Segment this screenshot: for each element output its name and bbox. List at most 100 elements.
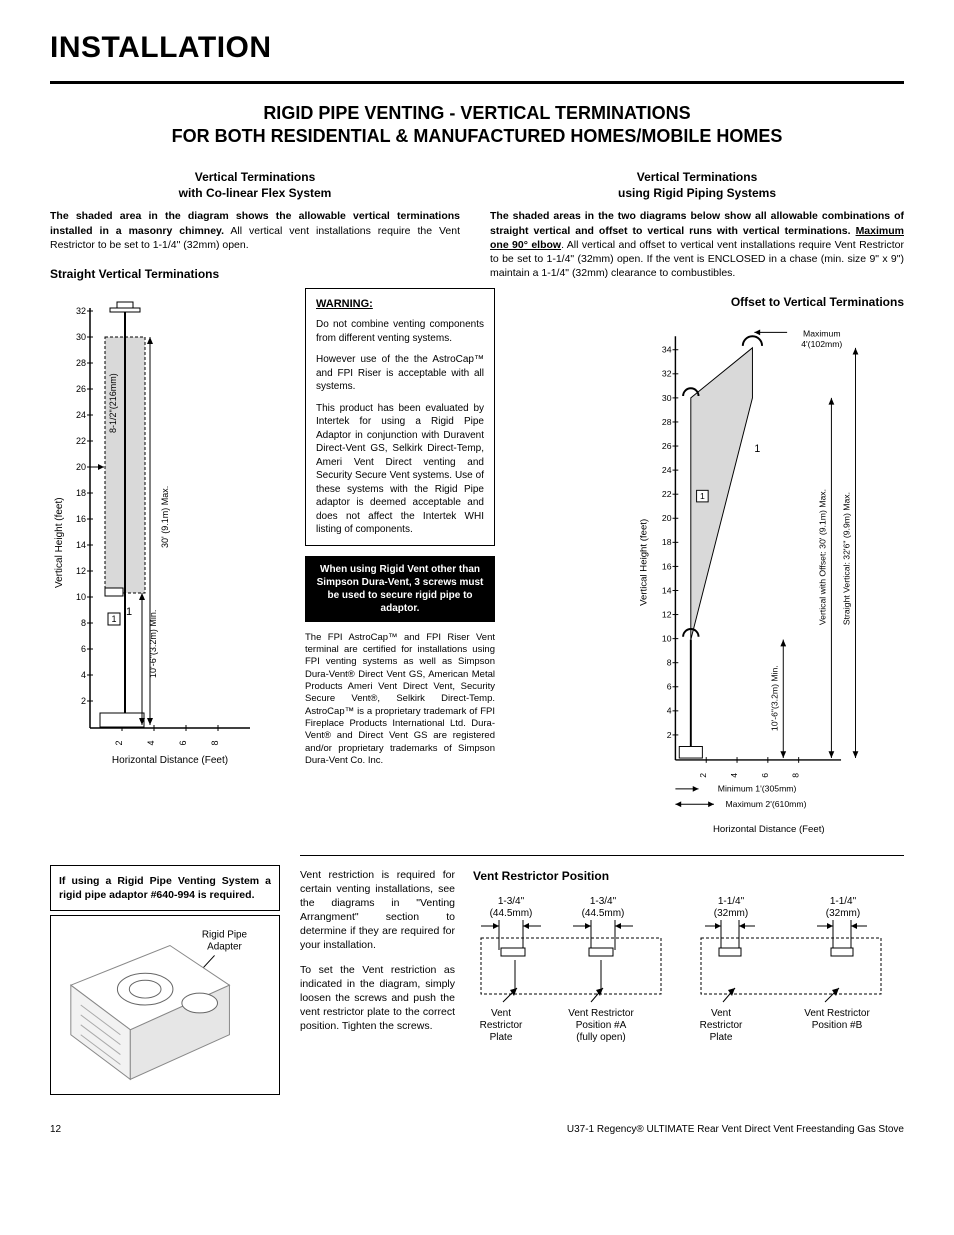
svg-text:24: 24 [76, 410, 86, 420]
vent-restrictor-diagram: 1-3/4" (44.5mm) 1-3/4" (44.5mm) [473, 890, 893, 1060]
svg-text:4: 4 [729, 772, 739, 777]
center-notes-column: WARNING: Do not combine venting componen… [305, 288, 495, 767]
svg-text:30' (9.1m) Max.: 30' (9.1m) Max. [160, 486, 170, 548]
svg-text:1-1/4": 1-1/4" [830, 896, 857, 907]
svg-text:Vertical Height (feet): Vertical Height (feet) [639, 518, 650, 605]
svg-text:Vent Restrictor: Vent Restrictor [568, 1008, 634, 1019]
svg-text:32: 32 [662, 368, 672, 378]
svg-text:1: 1 [126, 606, 132, 618]
svg-text:Plate: Plate [710, 1032, 733, 1043]
svg-text:8: 8 [791, 772, 801, 777]
svg-text:Restrictor: Restrictor [480, 1020, 523, 1031]
right-subhead: Vertical Terminations using Rigid Piping… [490, 170, 904, 201]
adapter-note-box: If using a Rigid Pipe Venting System a r… [50, 865, 280, 911]
svg-text:Straight Vertical: 32'6" (9.9m: Straight Vertical: 32'6" (9.9m) Max. [842, 491, 852, 624]
left-subhead-1: Vertical Terminations [195, 170, 316, 184]
svg-text:14: 14 [76, 540, 86, 550]
svg-text:2: 2 [81, 696, 86, 706]
svg-text:Maximum 2'(610mm): Maximum 2'(610mm) [725, 799, 806, 809]
svg-text:Plate: Plate [490, 1032, 513, 1043]
right-intro-para: The shaded areas in the two diagrams bel… [490, 209, 904, 280]
svg-text:1-3/4": 1-3/4" [590, 896, 617, 907]
warning-p1: Do not combine venting components from d… [316, 318, 484, 345]
restrictor-diagram-column: Vent Restrictor Position 1-3/4" (44.5mm)… [473, 868, 904, 1065]
svg-text:26: 26 [662, 440, 672, 450]
svg-text:4: 4 [667, 705, 672, 715]
restrictor-title: Vent Restrictor Position [473, 868, 904, 884]
right-para-pre: The shaded areas in the two diagrams bel… [490, 210, 904, 236]
svg-text:4: 4 [81, 670, 86, 680]
svg-text:4: 4 [146, 741, 156, 746]
svg-text:12: 12 [662, 609, 672, 619]
restrictor-p2: To set the Vent restriction as indicated… [300, 963, 455, 1034]
page-title: INSTALLATION [50, 28, 904, 69]
svg-text:32: 32 [76, 306, 86, 316]
svg-text:Vertical Height (feet): Vertical Height (feet) [54, 498, 65, 589]
svg-text:1: 1 [700, 491, 705, 501]
svg-text:14: 14 [662, 585, 672, 595]
straight-chart-title: Straight Vertical Terminations [50, 266, 460, 282]
svg-text:22: 22 [76, 436, 86, 446]
svg-text:24: 24 [662, 465, 672, 475]
svg-text:6: 6 [667, 681, 672, 691]
svg-text:6: 6 [760, 772, 770, 777]
svg-text:2: 2 [698, 772, 708, 777]
main-heading: RIGID PIPE VENTING - VERTICAL TERMINATIO… [50, 102, 904, 149]
offset-vertical-chart: 2 4 6 8 10 12 14 16 18 20 22 24 26 28 30… [624, 317, 904, 837]
right-subhead-2: using Rigid Piping Systems [618, 186, 776, 200]
page-number: 12 [50, 1123, 61, 1137]
svg-text:(44.5mm): (44.5mm) [490, 908, 533, 919]
svg-text:28: 28 [76, 358, 86, 368]
right-subhead-1: Vertical Terminations [637, 170, 758, 184]
heading-line-2: FOR BOTH RESIDENTIAL & MANUFACTURED HOME… [172, 126, 783, 146]
svg-text:12: 12 [76, 566, 86, 576]
left-subhead: Vertical Terminations with Co-linear Fle… [50, 170, 460, 201]
svg-text:6: 6 [81, 644, 86, 654]
trademark-note: The FPI AstroCap™ and FPI Riser Vent ter… [305, 632, 495, 768]
svg-text:8-1/2"(216mm): 8-1/2"(216mm) [108, 373, 118, 433]
right-column: Vertical Terminations using Rigid Piping… [490, 170, 904, 836]
svg-text:30: 30 [662, 392, 672, 402]
svg-text:26: 26 [76, 384, 86, 394]
footer-doc-title: U37-1 Regency® ULTIMATE Rear Vent Direct… [567, 1123, 904, 1137]
screws-note: When using Rigid Vent other than Simpson… [305, 556, 495, 622]
svg-text:4'(102mm): 4'(102mm) [801, 338, 842, 348]
section-divider [300, 855, 904, 856]
svg-text:8: 8 [667, 657, 672, 667]
svg-text:16: 16 [76, 514, 86, 524]
rigid-pipe-adapter-figure: Rigid Pipe Adapter [50, 915, 280, 1095]
svg-text:Vent: Vent [711, 1008, 731, 1019]
left-column: Vertical Terminations with Co-linear Fle… [50, 170, 460, 836]
svg-text:28: 28 [662, 416, 672, 426]
svg-text:(44.5mm): (44.5mm) [582, 908, 625, 919]
svg-text:10: 10 [76, 592, 86, 602]
svg-text:18: 18 [662, 537, 672, 547]
warning-p2: However use of the the AstroCap™ and FPI… [316, 353, 484, 394]
svg-text:1: 1 [111, 614, 116, 624]
svg-text:Minimum 1'(305mm): Minimum 1'(305mm) [718, 783, 797, 793]
left-subhead-2: with Co-linear Flex System [179, 186, 332, 200]
svg-text:2: 2 [667, 729, 672, 739]
left-intro-para: The shaded area in the diagram shows the… [50, 209, 460, 252]
svg-text:Adapter: Adapter [207, 941, 242, 952]
warning-box: WARNING: Do not combine venting componen… [305, 288, 495, 545]
svg-text:34: 34 [662, 344, 672, 354]
svg-text:1-3/4": 1-3/4" [498, 896, 525, 907]
svg-text:(32mm): (32mm) [826, 908, 860, 919]
svg-text:Position #A: Position #A [576, 1020, 627, 1031]
svg-text:20: 20 [662, 513, 672, 523]
warning-title: WARNING: [316, 297, 484, 312]
svg-text:16: 16 [662, 561, 672, 571]
offset-chart-title: Offset to Vertical Terminations [490, 294, 904, 310]
straight-vertical-chart: 2 4 6 8 10 12 14 16 18 20 22 24 26 28 30… [50, 288, 280, 768]
svg-text:Position #B: Position #B [812, 1020, 863, 1031]
svg-text:Vertical with Offset: 30' (9.1: Vertical with Offset: 30' (9.1m) Max. [818, 488, 828, 624]
title-rule [50, 81, 904, 84]
svg-text:Vent Restrictor: Vent Restrictor [804, 1008, 870, 1019]
svg-text:22: 22 [662, 489, 672, 499]
svg-text:8: 8 [81, 618, 86, 628]
restrictor-text-column: Vent restriction is required for certain… [300, 868, 455, 1065]
restrictor-section: Vent restriction is required for certain… [300, 843, 904, 1065]
svg-text:Horizontal Distance (Feet): Horizontal Distance (Feet) [112, 755, 228, 766]
svg-text:(32mm): (32mm) [714, 908, 748, 919]
